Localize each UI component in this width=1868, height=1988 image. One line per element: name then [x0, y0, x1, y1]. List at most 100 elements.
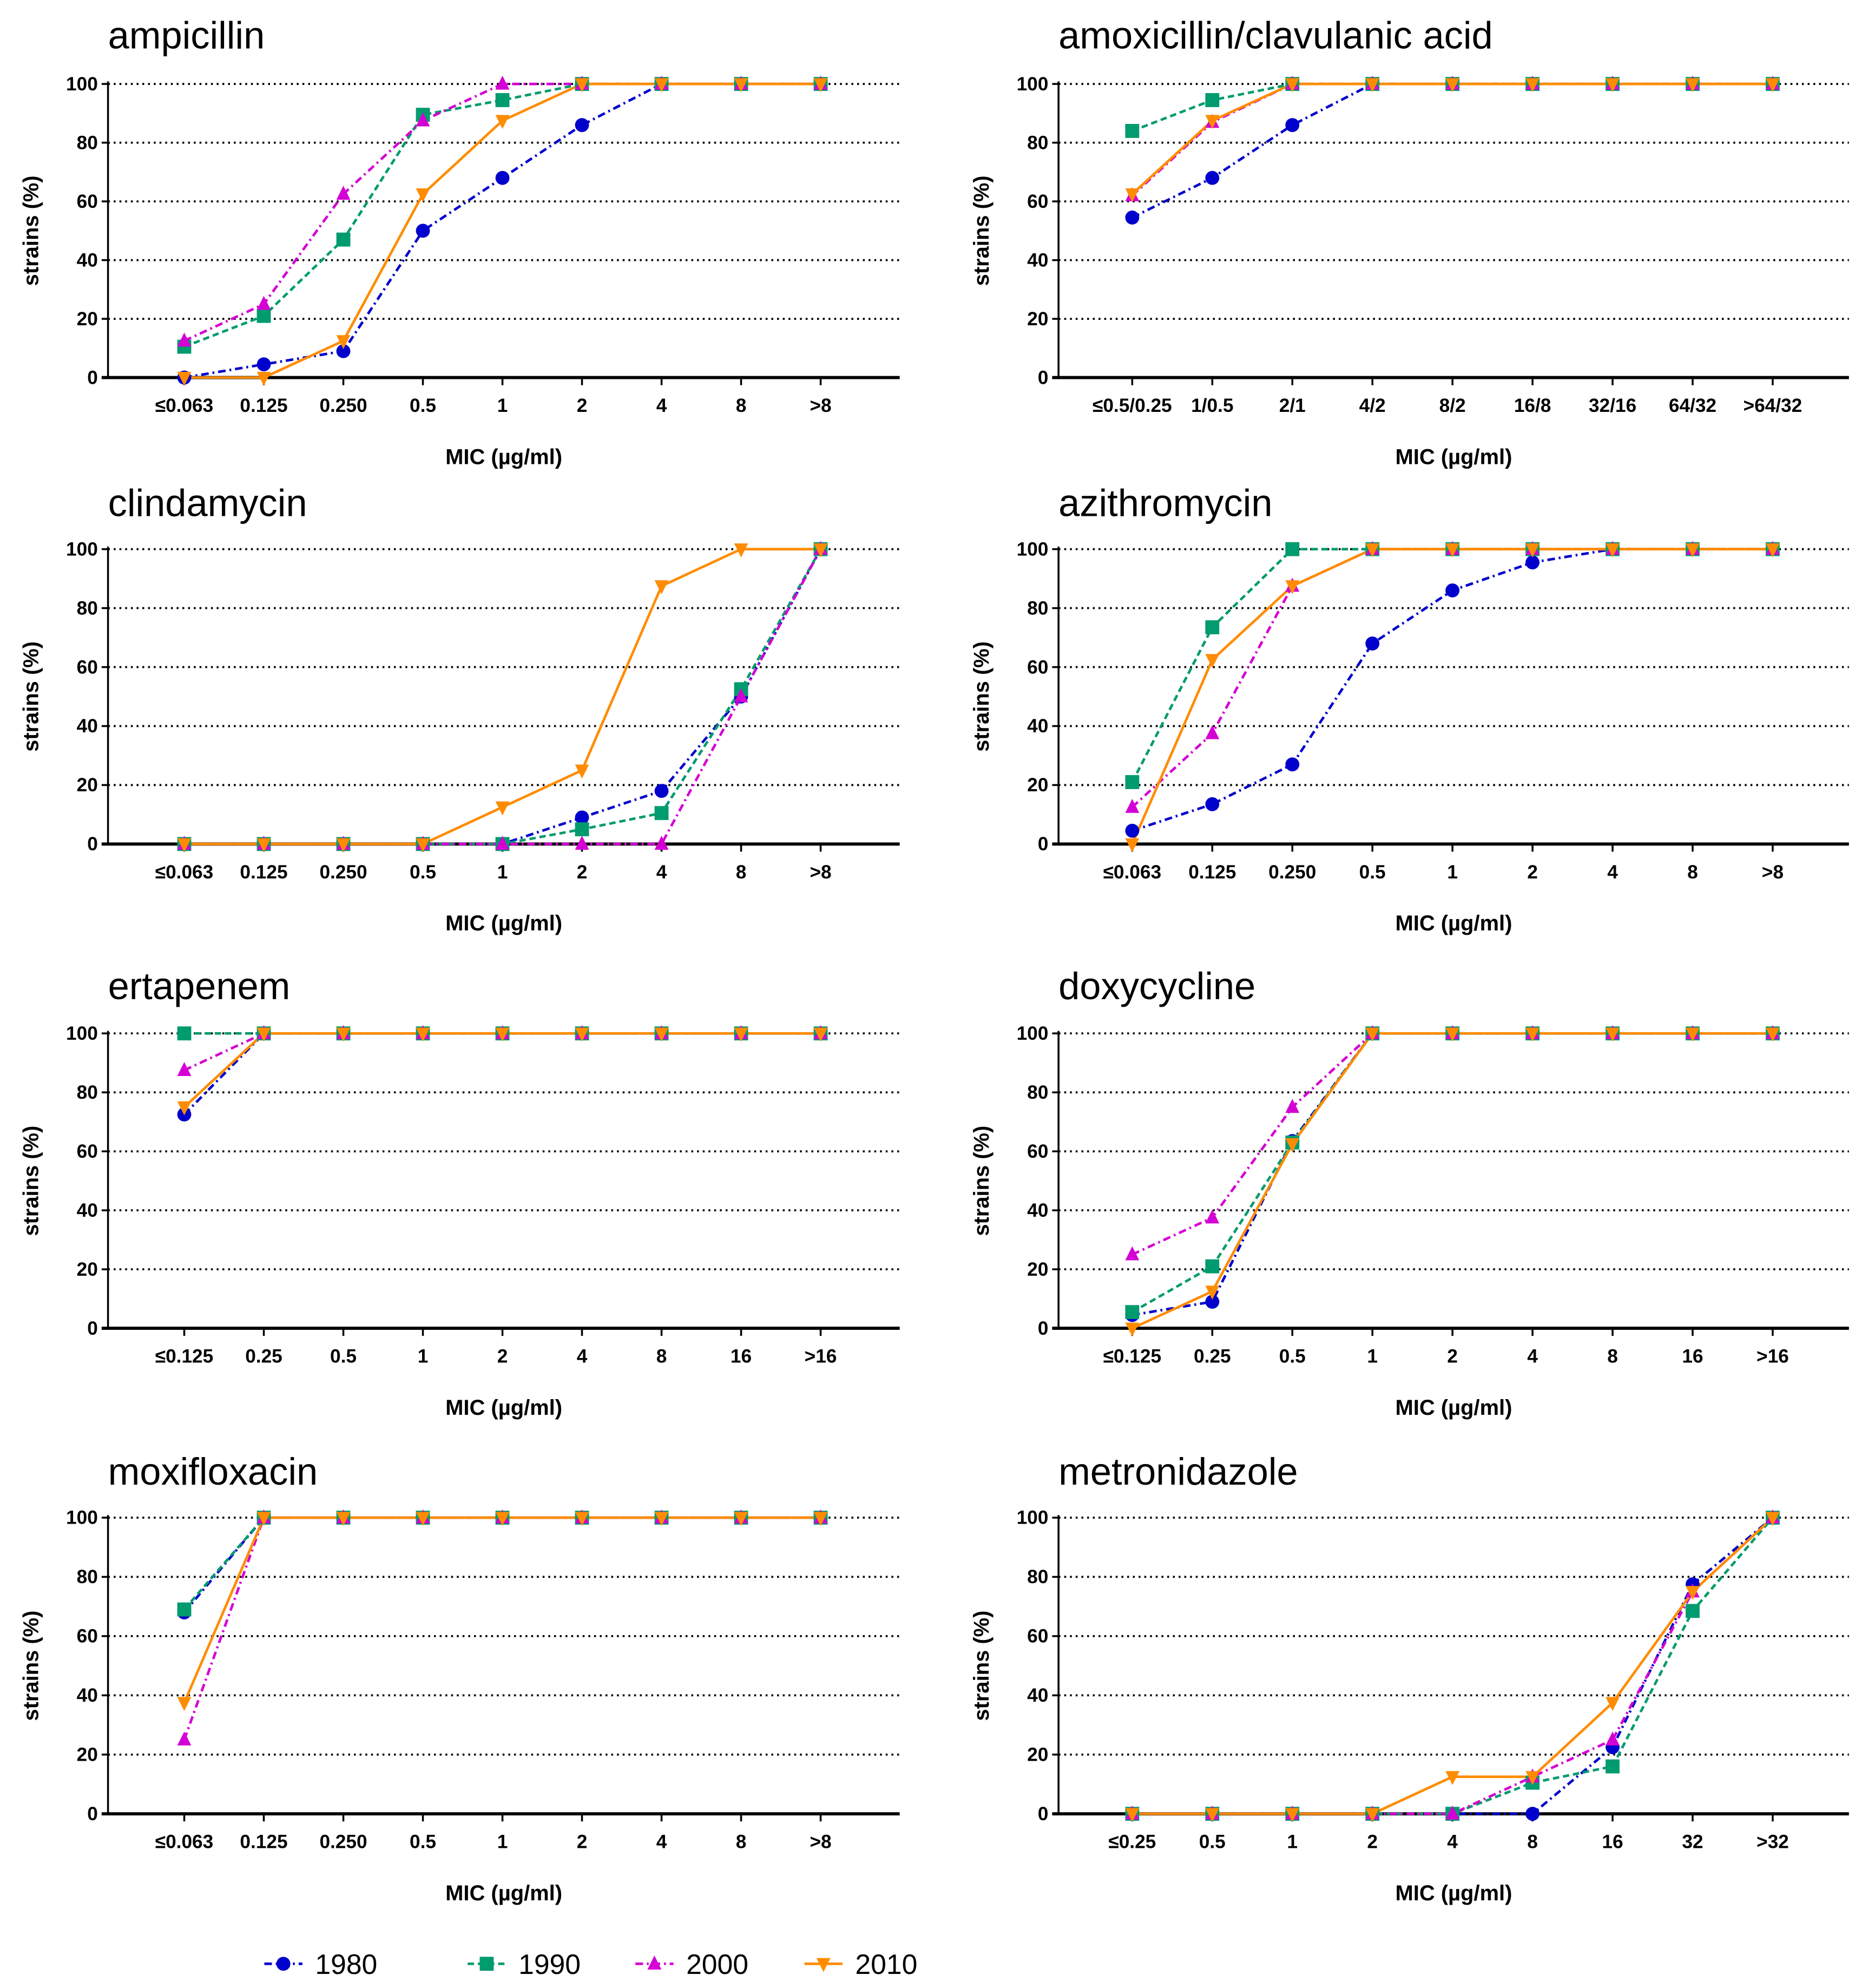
- data-point-1990: [1205, 1259, 1220, 1274]
- y-tick-label: 80: [1027, 132, 1048, 153]
- data-point-2010: [1686, 78, 1700, 93]
- data-point-2000: [1125, 1246, 1140, 1261]
- data-point-2010: [1125, 1808, 1140, 1822]
- data-point-1980: [1125, 823, 1140, 838]
- legend-label: 2010: [855, 1948, 917, 1980]
- data-point-2000: [177, 1731, 192, 1746]
- data-point-2010: [1445, 1771, 1460, 1786]
- data-point-2000: [1285, 1099, 1300, 1113]
- data-point-2010: [575, 1027, 589, 1042]
- data-point-2010: [256, 838, 271, 852]
- chart-title: ampicillin: [108, 14, 265, 56]
- x-tick-label: >8: [810, 395, 831, 416]
- series-line-2010: [183, 1032, 821, 1108]
- data-point-2010: [256, 372, 271, 386]
- chart-title: ertapenem: [108, 965, 291, 1007]
- data-point-2000: [495, 75, 510, 90]
- y-tick-label: 100: [1017, 1507, 1049, 1528]
- data-point-2000: [256, 296, 271, 310]
- y-tick-label: 0: [1038, 834, 1049, 855]
- data-point-2010: [575, 78, 589, 93]
- x-tick-label: 2: [1527, 862, 1538, 883]
- x-tick-label: 4: [577, 1346, 588, 1367]
- x-tick-label: 1/0.5: [1191, 395, 1233, 416]
- y-tick-label: 100: [66, 74, 98, 95]
- x-tick-label: 0.5: [1359, 862, 1386, 883]
- data-point-2000: [654, 836, 669, 850]
- x-tick-label: 0.125: [240, 1832, 287, 1853]
- y-tick-label: 0: [87, 1803, 98, 1825]
- data-point-1980: [654, 784, 669, 798]
- data-point-2010: [813, 1512, 828, 1526]
- data-point-2010: [1205, 115, 1220, 129]
- data-point-2010: [416, 188, 430, 202]
- y-tick-label: 40: [77, 250, 98, 271]
- x-tick-label: 2/1: [1279, 395, 1306, 416]
- y-tick-label: 0: [87, 1318, 98, 1339]
- data-point-2010: [1686, 543, 1700, 557]
- data-point-2000: [336, 186, 351, 200]
- data-point-2000: [734, 688, 748, 703]
- data-point-1980: [1285, 118, 1300, 132]
- chart-panel-ertapenem: ertapenem 0 20 40 60 80 100 ≤0.125 0.25 0.5 1 2 4 8 16…: [19, 965, 900, 1420]
- x-tick-label: 2: [577, 395, 588, 416]
- x-tick-label: 4: [1527, 1346, 1538, 1367]
- y-tick-label: 100: [1017, 74, 1049, 95]
- data-point-2010: [1365, 78, 1380, 93]
- legend-label: 2000: [686, 1948, 748, 1980]
- data-point-2010: [813, 78, 828, 93]
- x-tick-label: 8/2: [1439, 395, 1466, 416]
- x-tick-label: ≤0.063: [1103, 862, 1161, 883]
- x-tick-label: 4: [656, 395, 667, 416]
- data-point-2010: [177, 1697, 192, 1711]
- x-tick-label: 1: [497, 395, 508, 416]
- x-tick-label: 0.250: [1268, 862, 1316, 883]
- data-point-1980: [336, 344, 351, 358]
- x-tick-label: >8: [810, 862, 831, 883]
- y-tick-label: 40: [1027, 1200, 1048, 1221]
- series-line-2010: [1132, 1032, 1773, 1330]
- data-point-1990: [1125, 1305, 1140, 1320]
- data-point-1990: [1125, 775, 1140, 789]
- y-tick-label: 100: [66, 1507, 98, 1528]
- data-point-1990: [575, 822, 589, 837]
- data-point-1980: [1285, 757, 1300, 772]
- y-tick-label: 20: [77, 1259, 98, 1280]
- data-point-1990: [336, 232, 351, 247]
- data-point-2010: [1125, 838, 1140, 852]
- chart-panel-amoxicillin-clavulanic-acid: amoxicillin/clavulanic acid 0 20 40 60 80 100 ≤…: [970, 14, 1849, 469]
- y-tick-label: 40: [1027, 1685, 1048, 1706]
- legend-marker-1990: [479, 1957, 494, 1971]
- x-tick-label: >8: [810, 1832, 831, 1853]
- data-point-2010: [654, 78, 669, 93]
- x-tick-label: 32: [1682, 1832, 1703, 1853]
- x-tick-label: 2: [577, 1832, 588, 1853]
- series-line-2010: [183, 1516, 821, 1703]
- data-point-2010: [416, 838, 430, 852]
- data-point-1980: [575, 810, 589, 825]
- data-point-1980: [575, 118, 589, 132]
- data-point-2010: [1686, 1027, 1700, 1042]
- y-tick-label: 0: [1038, 1803, 1049, 1825]
- x-tick-label: ≤0.063: [155, 395, 213, 416]
- y-tick-label: 60: [77, 1626, 98, 1647]
- data-point-2010: [256, 1512, 271, 1526]
- y-axis-label: strains (%): [970, 1611, 994, 1721]
- chart-title: amoxicillin/clavulanic acid: [1058, 14, 1493, 56]
- y-tick-label: 100: [1017, 539, 1049, 560]
- data-point-2010: [256, 1027, 271, 1042]
- x-tick-label: 0.5: [1199, 1832, 1226, 1853]
- data-point-2000: [575, 836, 589, 850]
- data-point-2010: [734, 1027, 748, 1042]
- y-tick-label: 40: [77, 1685, 98, 1706]
- y-tick-label: 80: [1027, 1566, 1048, 1587]
- data-point-2010: [177, 372, 192, 386]
- chart-title: doxycycline: [1058, 965, 1255, 1007]
- x-tick-label: ≤0.125: [155, 1346, 213, 1367]
- y-axis-label: strains (%): [970, 175, 994, 286]
- series-line-2000: [184, 548, 822, 845]
- chart-title: moxifloxacin: [108, 1450, 318, 1493]
- data-point-2010: [177, 1101, 192, 1116]
- data-point-2010: [1445, 543, 1460, 557]
- x-tick-label: 8: [736, 862, 747, 883]
